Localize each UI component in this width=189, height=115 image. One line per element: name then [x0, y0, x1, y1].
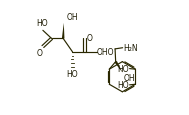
Text: O: O [87, 33, 93, 42]
Text: O: O [37, 48, 43, 57]
Text: OHO: OHO [97, 48, 115, 57]
Polygon shape [62, 24, 64, 39]
Text: HO: HO [66, 70, 78, 79]
Text: OH: OH [124, 74, 135, 83]
Text: HO: HO [36, 19, 48, 28]
Text: H₂N: H₂N [124, 44, 138, 53]
Text: HO: HO [117, 65, 129, 73]
Text: OH: OH [67, 13, 78, 22]
Polygon shape [115, 61, 123, 73]
Text: HO: HO [117, 81, 129, 90]
